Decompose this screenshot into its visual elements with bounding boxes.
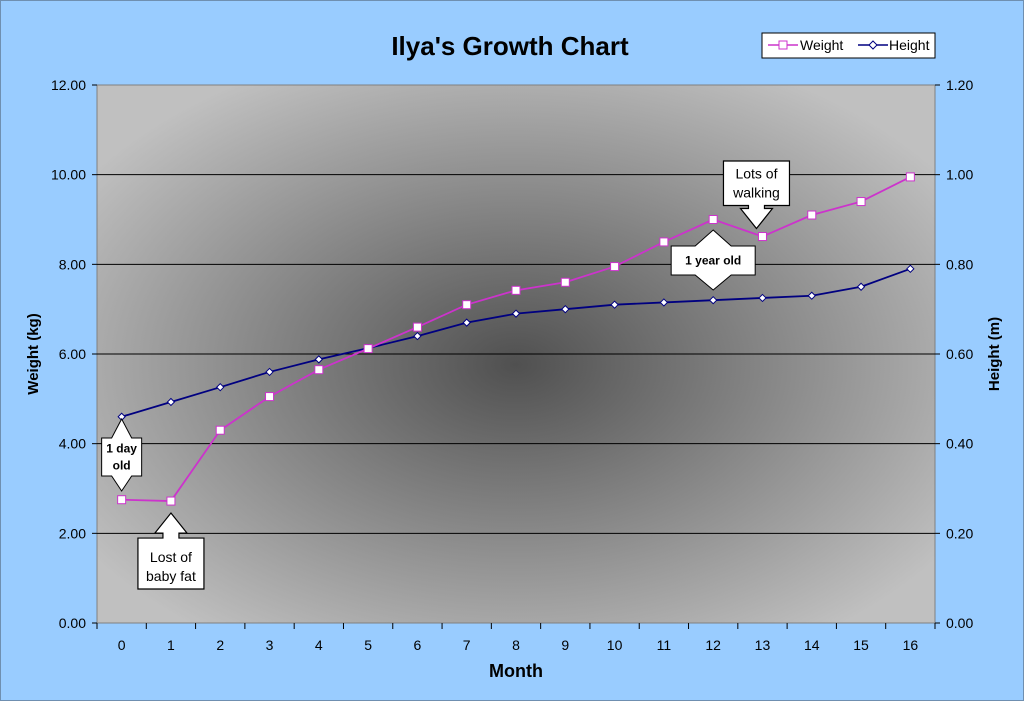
data-point-height (906, 264, 915, 274)
x-axis-label: Month (489, 661, 543, 681)
data-point-weight (659, 237, 669, 247)
gridlines (97, 174, 935, 534)
y-axis-label: Weight (kg) (25, 313, 42, 394)
x-tick-label: 12 (705, 637, 721, 653)
data-point-weight (412, 322, 422, 332)
data-point-height (216, 382, 225, 392)
annotation-text-baby-fat: baby fat (146, 568, 196, 584)
annotation-text-1-day-old: 1 day (106, 442, 137, 456)
data-point-height (413, 331, 422, 341)
x-tick-label: 8 (512, 637, 520, 653)
y-tick-label: 10.00 (51, 167, 86, 183)
annotation-arrow-walking (722, 160, 791, 230)
data-point-height (610, 300, 619, 309)
data-point-height (511, 309, 521, 318)
data-point-height (659, 298, 669, 307)
y2-tick-label: 0.60 (946, 346, 973, 362)
annotation-arrow-1-year-old (670, 229, 756, 291)
y-tick-label: 2.00 (59, 525, 86, 541)
data-point-weight (265, 392, 275, 402)
data-point-weight (560, 277, 570, 287)
x-tick-label: 7 (463, 637, 471, 653)
x-tick-label: 10 (607, 637, 623, 653)
annotation-text-1-day-old: old (113, 459, 131, 473)
data-point-weight (117, 495, 127, 505)
legend: Weight Height (761, 32, 936, 59)
y-tick-label: 4.00 (59, 436, 86, 452)
legend-height-marker (868, 40, 878, 50)
y2-tick-label: 0.80 (946, 256, 973, 272)
x-tick-label: 2 (216, 637, 224, 653)
data-point-height (807, 291, 816, 300)
data-point-weight (215, 425, 225, 435)
x-tick-label: 14 (804, 637, 820, 653)
annotation-text-1-year-old: 1 year old (685, 254, 741, 268)
y2-axis-label: Height (m) (986, 317, 1003, 391)
data-point-height (856, 282, 866, 291)
x-tick-label: 15 (853, 637, 869, 653)
annotation-text-baby-fat: Lost of (150, 549, 192, 565)
annotation-arrow-baby-fat (137, 512, 205, 590)
legend-weight-marker (778, 40, 788, 50)
legend-weight-label: Weight (800, 37, 843, 53)
chart-title: Ilya's Growth Chart (391, 31, 629, 61)
y2-tick-label: 0.00 (946, 615, 973, 631)
annotation-text-walking: Lots of (735, 166, 777, 182)
data-point-height (166, 397, 176, 407)
legend-height-label: Height (889, 37, 930, 53)
data-point-weight (462, 300, 472, 310)
data-point-weight (708, 215, 718, 224)
data-point-weight (905, 172, 915, 182)
data-point-height (758, 293, 767, 303)
x-tick-label: 4 (315, 637, 323, 653)
y2-tick-label: 1.00 (946, 167, 973, 183)
data-point-height (462, 318, 471, 327)
x-tick-label: 3 (266, 637, 274, 653)
series-lines (117, 172, 915, 506)
y-tick-label: 0.00 (59, 615, 86, 631)
data-point-height (561, 304, 570, 314)
x-tick-label: 5 (364, 637, 372, 653)
x-tick-label: 1 (167, 637, 175, 653)
x-tick-label: 11 (657, 637, 672, 653)
y-tick-label: 8.00 (59, 256, 86, 272)
y2-tick-label: 0.40 (946, 436, 973, 452)
x-tick-label: 13 (755, 637, 771, 653)
data-point-height (265, 367, 274, 377)
data-point-weight (511, 285, 521, 295)
y2-tick-label: 0.20 (946, 525, 973, 541)
data-point-weight (610, 262, 620, 272)
y-tick-label: 12.00 (51, 77, 86, 93)
data-point-weight (856, 197, 866, 207)
data-point-height (708, 295, 718, 305)
y-tick-label: 6.00 (59, 346, 86, 362)
y2-tick-label: 1.20 (946, 77, 973, 93)
x-tick-label: 0 (118, 637, 126, 653)
annotations: 1 day old Lost of baby fat 1 year old Lots of… (101, 160, 791, 590)
data-point-weight (807, 210, 817, 220)
data-point-weight (757, 232, 767, 242)
data-point-weight (166, 496, 176, 506)
data-point-weight (314, 365, 324, 375)
annotation-arrow-1-day-old (101, 417, 143, 492)
axes: 0.00 0.00 2.00 0.20 4.00 0.40 6.00 0.60 8.00 0.80… (51, 77, 974, 653)
x-tick-label: 9 (561, 637, 569, 653)
x-tick-label: 16 (903, 637, 919, 653)
data-point-weight (363, 344, 373, 354)
annotation-text-walking: walking (732, 185, 780, 201)
data-point-height (314, 355, 324, 364)
x-tick-label: 6 (414, 637, 422, 653)
